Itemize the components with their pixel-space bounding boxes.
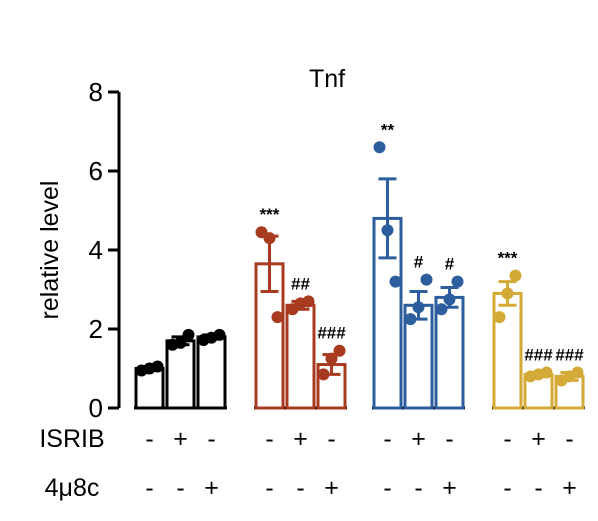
treatment-sign: +	[324, 474, 339, 502]
significance-label: #	[414, 253, 424, 272]
data-point	[420, 273, 433, 286]
data-point	[373, 141, 386, 154]
y-tick-label: 0	[89, 393, 103, 423]
significance-label: #	[445, 255, 455, 274]
y-tick-label: 6	[89, 156, 103, 186]
treatment-sign: -	[383, 425, 391, 453]
data-point	[381, 224, 394, 237]
treatment-sign: -	[383, 474, 391, 502]
data-point	[151, 360, 164, 373]
data-point	[263, 232, 276, 245]
bar	[434, 295, 465, 410]
data-point	[325, 352, 338, 365]
treatment-sign: -	[445, 425, 453, 453]
data-point	[435, 303, 448, 316]
treatment-sign: -	[565, 425, 573, 453]
treatment-sign: -	[327, 425, 335, 453]
treatment-sign: +	[531, 425, 546, 453]
data-point	[174, 336, 187, 349]
treatment-sign: -	[145, 474, 153, 502]
significance-label: ###	[555, 345, 584, 364]
significance-label: ###	[317, 324, 346, 343]
treatment-sign: -	[503, 474, 511, 502]
significance-label: ***	[260, 205, 280, 224]
data-point	[317, 368, 330, 381]
data-point	[571, 366, 584, 379]
data-point	[213, 328, 226, 341]
data-point	[412, 301, 425, 314]
chart-title: Tnf	[309, 65, 345, 93]
data-point	[540, 366, 553, 379]
y-tick-label: 4	[89, 235, 103, 265]
data-point	[182, 328, 195, 341]
treatment-row-label: 4μ8c	[45, 474, 100, 502]
treatment-sign: -	[534, 474, 542, 502]
data-point	[443, 293, 456, 306]
bar	[285, 303, 316, 410]
significance-label: **	[381, 120, 395, 139]
bar	[165, 339, 196, 410]
y-axis-label: relative level	[36, 181, 64, 320]
data-point	[493, 311, 506, 324]
data-point	[404, 313, 417, 326]
treatment-sign: +	[173, 425, 188, 453]
treatment-sign: -	[207, 425, 215, 453]
treatment-sign: -	[265, 474, 273, 502]
bar	[196, 335, 227, 410]
treatment-sign: -	[145, 425, 153, 453]
significance-label: ##	[291, 274, 310, 293]
treatment-sign: -	[414, 474, 422, 502]
y-tick-label: 2	[89, 314, 103, 344]
treatment-sign: +	[442, 474, 457, 502]
data-point	[302, 295, 315, 308]
treatment-sign: +	[411, 425, 426, 453]
treatment-sign: -	[176, 474, 184, 502]
treatment-sign: -	[265, 425, 273, 453]
treatment-sign: +	[562, 474, 577, 502]
treatment-row-label: ISRIB	[39, 425, 104, 453]
data-point	[389, 275, 402, 288]
treatment-sign: -	[296, 474, 304, 502]
significance-label: ***	[498, 249, 518, 268]
y-tick-label: 8	[89, 77, 103, 107]
data-point	[333, 344, 346, 357]
data-point	[271, 311, 284, 324]
treatment-sign: +	[204, 474, 219, 502]
treatment-sign: -	[503, 425, 511, 453]
treatment-sign: +	[293, 425, 308, 453]
data-point	[451, 275, 464, 288]
significance-label: ###	[524, 345, 553, 364]
data-point	[501, 287, 514, 300]
bar	[492, 291, 523, 410]
data-point	[509, 269, 522, 282]
